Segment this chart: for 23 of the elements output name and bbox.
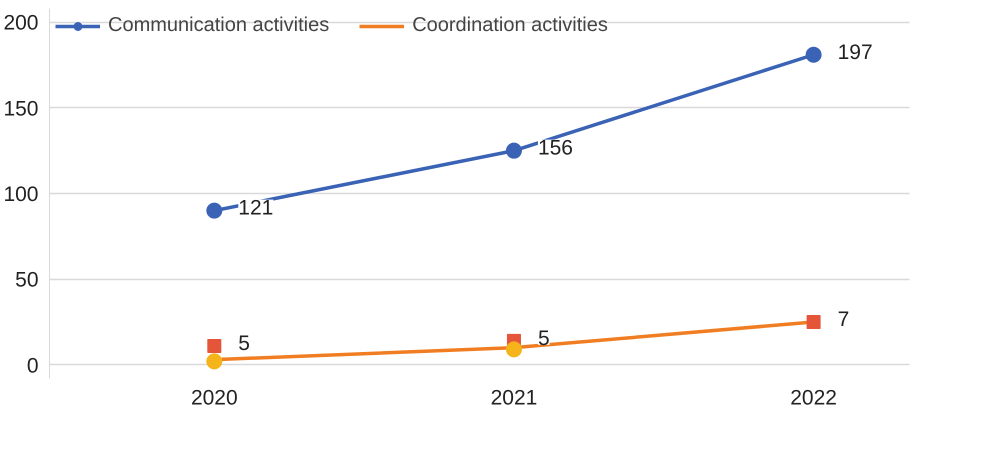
y-tick-label: 150 [3,97,39,120]
y-tick-label: 50 [15,268,38,292]
annotation: 5 [538,326,550,350]
point [506,142,522,159]
y-tick-label: 100 [3,183,39,206]
point [206,202,222,219]
point [806,46,822,63]
annotation: 7 [838,308,850,331]
point [506,341,522,358]
annotation: 121 [238,196,274,220]
x-tick-label: 2022 [790,386,837,410]
annotation: 5 [238,332,250,355]
annotation: 197 [838,40,873,64]
annotation: 156 [538,136,573,160]
legend-label: Communication activities [108,14,330,37]
y-tick-label: 0 [26,354,39,378]
x-tick-label: 2021 [490,386,538,410]
point [206,353,222,370]
x-tick-label: 2020 [190,386,238,410]
legend-label: Coordination activities [412,14,608,37]
y-tick-label: 200 [3,12,39,35]
point [806,314,821,329]
point [207,338,222,353]
